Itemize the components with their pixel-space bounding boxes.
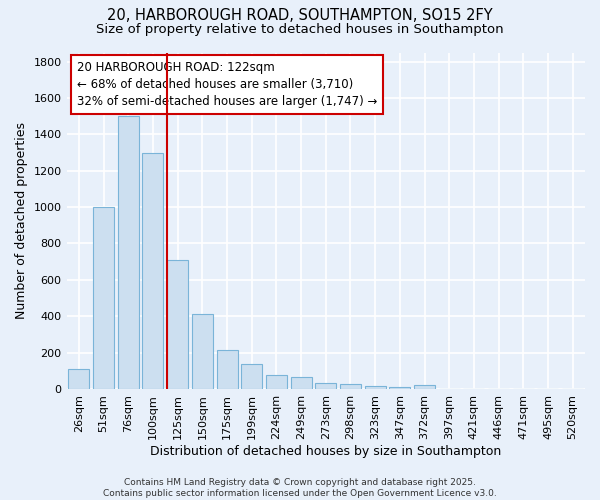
Bar bbox=[93, 207, 114, 389]
Bar bbox=[167, 260, 188, 389]
Bar bbox=[266, 376, 287, 389]
Bar bbox=[365, 386, 386, 389]
Bar bbox=[241, 364, 262, 389]
Bar bbox=[68, 369, 89, 389]
Y-axis label: Number of detached properties: Number of detached properties bbox=[15, 122, 28, 319]
Bar bbox=[118, 116, 139, 389]
Bar bbox=[142, 152, 163, 389]
Bar bbox=[290, 377, 311, 389]
Bar bbox=[340, 384, 361, 389]
Text: Contains HM Land Registry data © Crown copyright and database right 2025.
Contai: Contains HM Land Registry data © Crown c… bbox=[103, 478, 497, 498]
Bar bbox=[315, 382, 336, 389]
Bar bbox=[389, 387, 410, 389]
Text: 20 HARBOROUGH ROAD: 122sqm
← 68% of detached houses are smaller (3,710)
32% of s: 20 HARBOROUGH ROAD: 122sqm ← 68% of deta… bbox=[77, 61, 377, 108]
Bar bbox=[217, 350, 238, 389]
Bar bbox=[192, 314, 213, 389]
Text: Size of property relative to detached houses in Southampton: Size of property relative to detached ho… bbox=[96, 22, 504, 36]
X-axis label: Distribution of detached houses by size in Southampton: Distribution of detached houses by size … bbox=[150, 444, 502, 458]
Text: 20, HARBOROUGH ROAD, SOUTHAMPTON, SO15 2FY: 20, HARBOROUGH ROAD, SOUTHAMPTON, SO15 2… bbox=[107, 8, 493, 22]
Bar bbox=[414, 386, 435, 389]
